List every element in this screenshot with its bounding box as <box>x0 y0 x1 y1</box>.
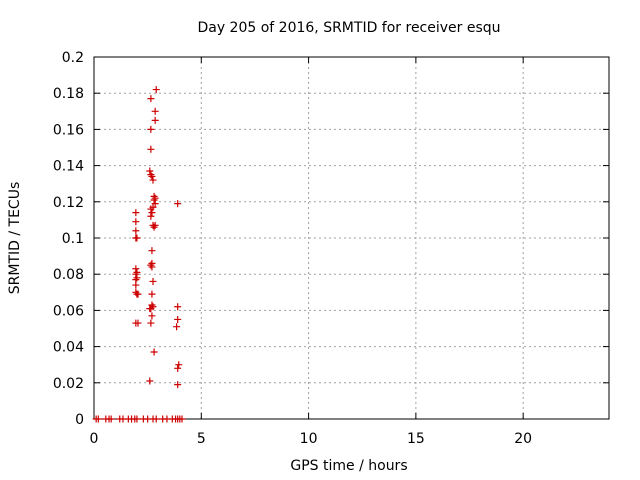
data-point <box>152 86 160 94</box>
data-point <box>151 200 159 208</box>
data-point <box>152 415 160 423</box>
y-tick-label: 0.04 <box>53 340 84 356</box>
data-point <box>134 290 142 298</box>
x-axis-label: GPS time / hours <box>290 458 407 474</box>
data-point <box>133 274 141 282</box>
data-point <box>148 172 156 180</box>
y-tick-label: 0.06 <box>53 303 84 319</box>
y-tick-label: 0 <box>75 412 84 428</box>
y-tick-label: 0.14 <box>53 159 84 175</box>
data-point <box>151 116 159 124</box>
data-point <box>147 125 155 133</box>
data-point <box>174 200 182 208</box>
grid-lines <box>94 57 609 419</box>
x-tick-label: 20 <box>514 431 532 447</box>
data-point <box>134 319 142 327</box>
data-point <box>149 203 157 211</box>
data-point <box>147 145 155 153</box>
y-tick-label: 0.02 <box>53 376 84 392</box>
data-point <box>151 107 159 115</box>
data-point <box>149 176 157 184</box>
y-axis-label: SRMTID / TECUs <box>7 182 23 295</box>
data-point <box>133 234 141 242</box>
y-tick-label: 0.18 <box>53 86 84 102</box>
data-point <box>147 95 155 103</box>
data-point <box>173 323 181 331</box>
data-point <box>149 277 157 285</box>
x-tick-label: 10 <box>300 431 318 447</box>
data-point <box>174 381 182 389</box>
data-point <box>147 212 155 220</box>
y-tick-label: 0.1 <box>62 231 84 247</box>
data-point <box>150 192 158 200</box>
axis-ticks: 0 0.02 0.04 0.06 0.08 0.1 0.12 0.14 0.16 0.18 0.2 0… <box>53 50 609 447</box>
data-point <box>151 221 159 229</box>
data-point <box>107 415 115 423</box>
data-point <box>132 281 140 289</box>
data-point <box>148 312 156 320</box>
data-point <box>132 218 140 226</box>
data-point <box>150 223 158 231</box>
data-point <box>148 290 156 298</box>
y-tick-label: 0.08 <box>53 267 84 283</box>
data-point <box>149 303 157 311</box>
data-point <box>146 167 154 175</box>
data-point <box>174 364 182 372</box>
x-tick-label: 5 <box>197 431 206 447</box>
y-tick-label: 0.2 <box>62 50 84 66</box>
data-point <box>178 415 186 423</box>
data-point <box>148 247 156 255</box>
plot-frame <box>93 56 610 420</box>
data-point <box>133 415 141 423</box>
x-tick-label: 0 <box>90 431 99 447</box>
data-point <box>146 377 154 385</box>
data-point <box>174 303 182 311</box>
data-points <box>92 86 186 423</box>
data-point <box>174 315 182 323</box>
data-point <box>132 227 140 235</box>
chart-title: Day 205 of 2016, SRMTID for receiver esq… <box>197 20 500 36</box>
data-point <box>132 209 140 217</box>
data-point <box>150 348 158 356</box>
data-point <box>147 261 155 269</box>
data-point <box>148 263 156 271</box>
data-point <box>148 209 156 217</box>
y-tick-label: 0.12 <box>53 195 84 211</box>
data-point <box>147 319 155 327</box>
x-tick-label: 15 <box>407 431 425 447</box>
data-point <box>175 361 183 369</box>
y-tick-label: 0.16 <box>53 122 84 138</box>
data-point <box>94 415 102 423</box>
